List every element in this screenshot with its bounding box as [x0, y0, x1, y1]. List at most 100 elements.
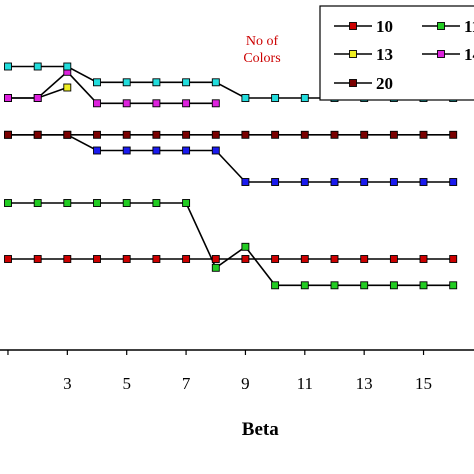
legend-label-20: 20: [376, 74, 393, 93]
legend-marker-11: [437, 22, 445, 30]
x-tick-label: 15: [415, 374, 432, 393]
data-point-11: [211, 263, 220, 272]
data-point-20: [419, 130, 428, 139]
data-point-10: [449, 255, 458, 263]
x-axis-title: Beta: [242, 419, 279, 440]
legend-marker-10: [349, 22, 357, 30]
data-point-12: [389, 178, 398, 186]
data-point-10: [152, 255, 161, 263]
data-point-12: [330, 178, 339, 186]
data-point-11: [389, 281, 398, 290]
data-point-11: [449, 281, 458, 290]
data-point-10: [330, 255, 339, 263]
data-point-13: [63, 83, 72, 92]
data-point-17: [152, 78, 161, 87]
data-point-14: [122, 99, 131, 108]
x-tick-label: 13: [356, 374, 373, 393]
data-point-17: [300, 94, 309, 102]
data-point-14: [152, 99, 161, 108]
series-markers: [4, 62, 458, 290]
data-point-12: [449, 178, 458, 186]
data-point-12: [360, 178, 369, 186]
x-tick-label: 9: [241, 374, 250, 393]
data-point-17: [63, 62, 72, 71]
data-point-11: [300, 281, 309, 290]
data-point-12: [93, 146, 101, 155]
annotation-text: No of: [246, 34, 279, 49]
data-point-20: [360, 130, 369, 139]
series-lines: [8, 65, 454, 287]
legend-box: [319, 5, 474, 101]
data-point-11: [241, 242, 250, 251]
data-point-11: [330, 281, 339, 290]
x-tick-label: 5: [122, 374, 131, 393]
data-point-10: [360, 255, 369, 263]
data-point-20: [63, 130, 72, 139]
data-point-20: [300, 130, 309, 139]
series-line-11: [8, 202, 454, 287]
data-point-10: [300, 255, 309, 263]
x-tick-label: 3: [63, 374, 72, 393]
annotation-text: Colors: [243, 51, 280, 66]
data-point-11: [33, 199, 42, 207]
data-point-12: [271, 178, 280, 186]
data-point-11: [93, 199, 101, 207]
data-point-10: [93, 255, 101, 263]
legend-marker-13: [349, 50, 357, 58]
data-point-10: [63, 255, 72, 263]
data-point-12: [419, 178, 428, 186]
data-point-10: [33, 255, 42, 263]
data-point-17: [182, 78, 191, 87]
data-point-11: [182, 199, 191, 207]
legend-marker-14: [437, 50, 445, 58]
data-point-11: [152, 199, 161, 207]
x-tick-label: 11: [297, 374, 313, 393]
data-point-20: [211, 130, 220, 139]
data-point-10: [241, 255, 250, 263]
data-point-12: [211, 146, 220, 155]
data-point-14: [33, 94, 42, 102]
data-point-10: [182, 255, 191, 263]
data-point-17: [122, 78, 131, 87]
data-point-11: [360, 281, 369, 290]
data-point-20: [271, 130, 280, 139]
annotation: No of Colors: [243, 34, 280, 66]
data-point-10: [389, 255, 398, 263]
data-point-20: [93, 130, 101, 139]
data-point-17: [4, 62, 12, 71]
data-point-17: [241, 94, 250, 102]
data-point-20: [330, 130, 339, 139]
data-point-11: [122, 199, 131, 207]
data-point-14: [211, 99, 220, 108]
data-point-17: [211, 78, 220, 87]
legend-label-14: 14: [464, 45, 474, 64]
data-point-20: [182, 130, 191, 139]
data-point-20: [4, 130, 12, 139]
data-point-11: [419, 281, 428, 290]
data-point-17: [33, 62, 42, 71]
data-point-11: [4, 199, 12, 207]
data-point-11: [63, 199, 72, 207]
data-point-12: [241, 178, 250, 186]
data-point-10: [4, 255, 12, 263]
x-axis: 3 5 7 9 11 13 15 Beta: [0, 349, 474, 440]
x-tick-label: 7: [182, 374, 191, 393]
legend-marker-20: [349, 79, 357, 87]
data-point-12: [152, 146, 161, 155]
data-point-20: [241, 130, 250, 139]
data-point-14: [182, 99, 191, 108]
data-point-12: [300, 178, 309, 186]
data-point-14: [93, 99, 101, 108]
data-point-20: [449, 130, 458, 139]
data-point-10: [122, 255, 131, 263]
data-point-20: [122, 130, 131, 139]
data-point-10: [419, 255, 428, 263]
series-line-12: [8, 134, 454, 183]
series-line-14: [8, 70, 216, 105]
data-point-20: [152, 130, 161, 139]
data-point-11: [271, 281, 280, 290]
data-point-10: [211, 255, 220, 263]
data-point-20: [389, 130, 398, 139]
data-point-17: [271, 94, 280, 102]
